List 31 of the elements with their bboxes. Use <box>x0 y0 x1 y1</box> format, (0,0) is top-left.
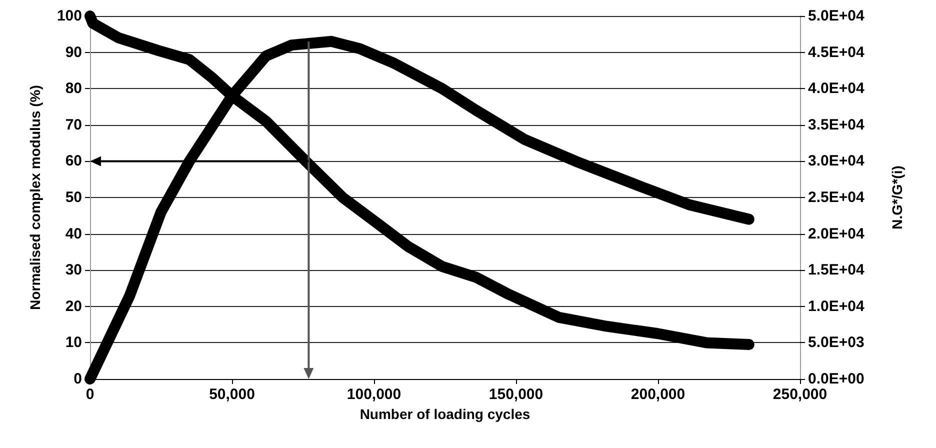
y-axis-title: Normalised complex modulus (%) <box>27 85 43 310</box>
y-tick-label: 100 <box>56 8 82 24</box>
y2-axis-title: N.G*/G*(i) <box>889 166 905 230</box>
y2-tick-label: 0.0E+00 <box>808 370 864 388</box>
y2-tick-label: 1.0E+04 <box>808 298 865 315</box>
y-tick-label: 20 <box>65 298 82 315</box>
y-tick-label: 0 <box>74 370 82 388</box>
y-tick-label: 40 <box>65 225 82 242</box>
y-tick-label: 70 <box>65 116 82 134</box>
y-tick-label: 80 <box>65 80 82 98</box>
x-tick-label: 250,000 <box>772 386 828 403</box>
x-tick-label: 150,000 <box>488 386 544 403</box>
y2-tick-label: 1.5E+04 <box>808 262 865 279</box>
x-tick-label: 50,000 <box>209 386 255 403</box>
x-tick-label: 200,000 <box>630 386 686 403</box>
x-tick-label: 100,000 <box>346 386 402 403</box>
y-tick-label: 10 <box>65 334 82 352</box>
y2-tick-label: 5.0E+03 <box>808 334 864 352</box>
y2-tick-label: 2.0E+04 <box>808 225 865 242</box>
y-tick-label: 90 <box>65 44 82 61</box>
x-axis-title: Number of loading cycles <box>360 406 530 422</box>
y2-tick-label: 3.0E+04 <box>808 152 865 170</box>
y2-tick-label: 4.0E+04 <box>808 80 865 98</box>
x-tick-label: 0 <box>86 386 94 403</box>
y-tick-label: 30 <box>65 262 82 279</box>
y-tick-label: 60 <box>65 152 82 170</box>
y-tick-label: 50 <box>65 189 82 206</box>
y2-tick-label: 2.5E+04 <box>808 189 865 206</box>
y2-tick-label: 3.5E+04 <box>808 116 865 134</box>
y2-tick-label: 5.0E+04 <box>808 8 865 24</box>
y2-tick-label: 4.5E+04 <box>808 44 865 61</box>
